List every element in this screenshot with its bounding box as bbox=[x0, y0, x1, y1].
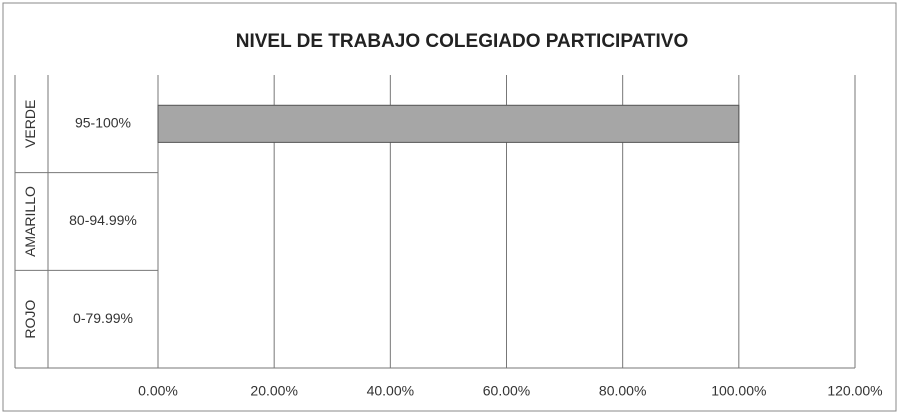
chart-title: NIVEL DE TRABAJO COLEGIADO PARTICIPATIVO bbox=[236, 31, 689, 52]
y-tick-label: 0-79.99% bbox=[73, 310, 133, 326]
group-label: VERDE bbox=[22, 100, 38, 148]
y-tick-label: 80-94.99% bbox=[69, 212, 137, 228]
x-tick-label: 60.00% bbox=[483, 383, 530, 399]
bar bbox=[157, 104, 740, 143]
x-tick-label: 100.00% bbox=[711, 383, 766, 399]
group-label: ROJO bbox=[22, 300, 38, 339]
x-tick-label: 120.00% bbox=[827, 383, 882, 399]
x-tick-label: 0.00% bbox=[138, 383, 178, 399]
x-tick-label: 20.00% bbox=[250, 383, 297, 399]
y-tick-label: 95-100% bbox=[75, 115, 131, 131]
group-label: AMARILLO bbox=[22, 186, 38, 257]
x-tick-label: 80.00% bbox=[599, 383, 646, 399]
x-tick-label: 40.00% bbox=[367, 383, 414, 399]
